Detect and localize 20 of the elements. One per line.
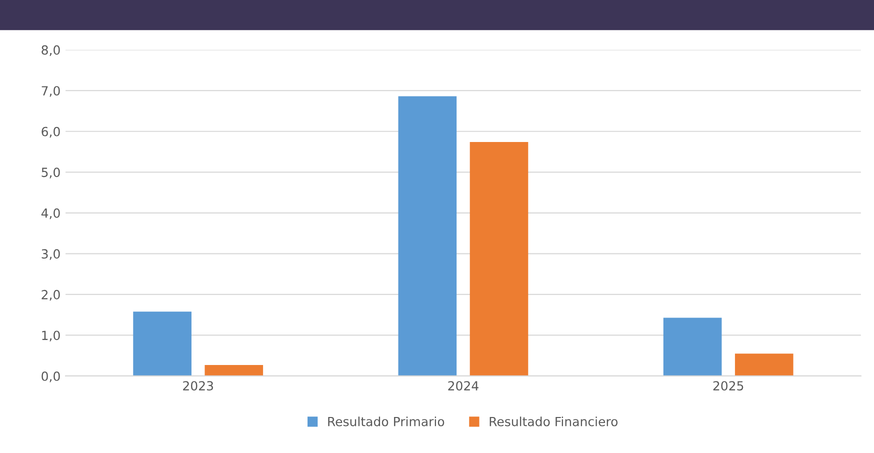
y-tick-label: 3,0 [42,249,60,260]
bar [133,312,192,376]
y-tick-label: 4,0 [41,208,60,220]
bar [734,354,794,376]
x-tick-label: 2023 [183,381,214,391]
y-tick-label: 8,0 [42,45,60,56]
bar [470,142,528,376]
bar [398,96,457,376]
y-tick-label: 2,0 [42,290,60,301]
x-tick-label: 2024 [448,381,478,391]
x-tick-label: 2025 [713,381,744,391]
y-tick-label: 1,0 [42,330,60,342]
y-tick-label: 6,0 [42,126,60,138]
bar [663,318,722,376]
legend-label: Resultado Primario [328,416,444,426]
y-tick-label: 5,0 [42,168,60,178]
y-tick-label: 0,0 [42,371,60,382]
bar [204,364,264,376]
legend-label: Resultado Financiero [490,416,618,426]
y-tick-label: 7,0 [42,86,60,97]
